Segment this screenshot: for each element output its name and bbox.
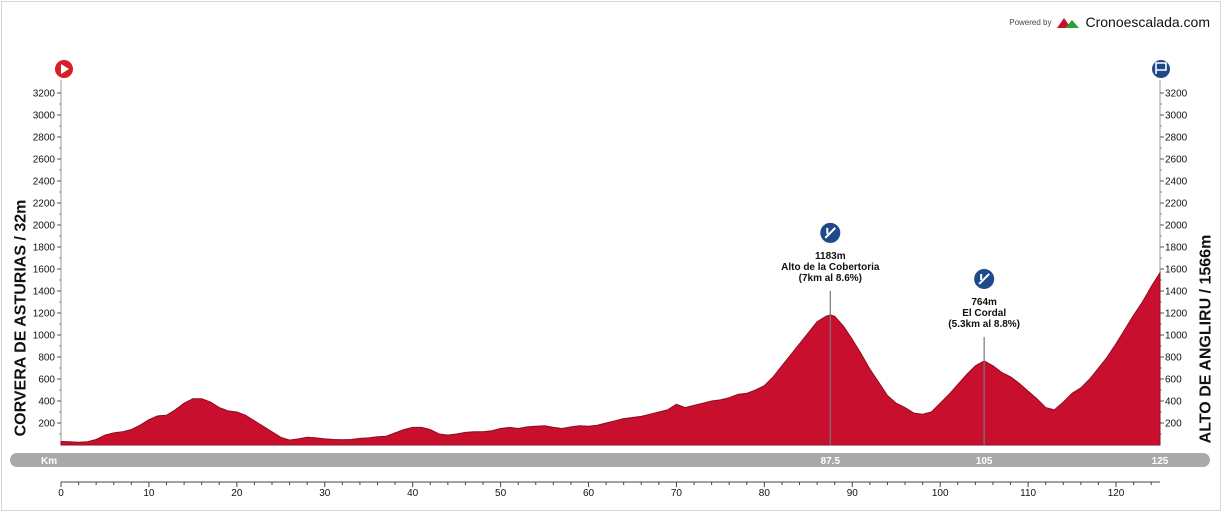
x-tick-label: 10 — [143, 488, 155, 499]
x-tick-label: 70 — [671, 488, 683, 499]
climb-elevation-label: 764m — [971, 297, 997, 308]
play-icon-glyph — [61, 64, 69, 74]
x-tick-label: 60 — [583, 488, 595, 499]
powered-by-text: Powered by — [1009, 17, 1052, 27]
climb-name-label: Alto de la Cobertoria — [781, 262, 880, 273]
x-tick-label: 100 — [932, 488, 949, 499]
y-tick-label-right: 200 — [1165, 419, 1182, 430]
brand-name: Cronoescalada.com — [1085, 14, 1210, 30]
finish-flag-icon-glyph — [1155, 62, 1167, 74]
cronoescalada-logo-icon — [1057, 18, 1080, 28]
x-tick-label: 80 — [759, 488, 771, 499]
y-tick-label-right: 2600 — [1165, 155, 1188, 166]
y-tick-label-right: 1600 — [1165, 265, 1188, 276]
x-tick-label: 120 — [1108, 488, 1125, 499]
km-bar-marker-label: 105 — [976, 456, 993, 467]
y-tick-label-right: 3000 — [1165, 111, 1188, 122]
y-tick-label-left: 3000 — [33, 111, 56, 122]
y-tick-label-right: 2800 — [1165, 133, 1188, 144]
climb-name-label: El Cordal — [962, 308, 1006, 319]
y-tick-label-left: 1800 — [33, 243, 56, 254]
km-bar — [10, 453, 1210, 467]
y-tick-label-right: 400 — [1165, 397, 1182, 408]
y-tick-label-left: 3200 — [33, 89, 56, 100]
climb-elevation-label: 1183m — [815, 251, 846, 262]
x-tick-label: 110 — [1020, 488, 1036, 499]
y-tick-label-left: 200 — [38, 419, 55, 430]
x-tick-label: 90 — [847, 488, 859, 499]
y-tick-label-left: 2400 — [33, 177, 56, 188]
y-tick-label-left: 2200 — [33, 199, 56, 210]
finish-flag-icon — [1150, 58, 1172, 80]
y-tick-label-right: 3200 — [1165, 89, 1188, 100]
km-bar-marker-label: 125 — [1152, 456, 1169, 467]
x-tick-label: 20 — [231, 488, 243, 499]
climb-detail-label: (5.3km al 8.8%) — [948, 319, 1020, 330]
y-tick-label-left: 1000 — [33, 331, 56, 342]
y-tick-label-left: 1400 — [33, 287, 56, 298]
y-tick-label-right: 800 — [1165, 353, 1182, 364]
x-tick-label: 30 — [319, 488, 331, 499]
y-tick-label-right: 1400 — [1165, 287, 1188, 298]
climb-icon-glyph — [824, 227, 837, 239]
y-tick-label-right: 2400 — [1165, 177, 1188, 188]
climb-detail-label: (7km al 8.6%) — [799, 273, 862, 284]
x-tick-label: 0 — [58, 488, 64, 499]
y-tick-label-left: 400 — [38, 397, 55, 408]
y-tick-label-left: 2800 — [33, 133, 56, 144]
y-tick-label-right: 2200 — [1165, 199, 1188, 210]
x-tick-label: 40 — [407, 488, 419, 499]
x-tick-label: 50 — [495, 488, 507, 499]
y-tick-label-right: 2000 — [1165, 221, 1188, 232]
elevation-profile-area — [60, 270, 1161, 446]
y-tick-label-left: 800 — [38, 353, 55, 364]
y-tick-label-right: 1800 — [1165, 243, 1188, 254]
y-tick-label-left: 2600 — [33, 155, 56, 166]
branding[interactable]: Powered by Cronoescalada.com — [1009, 14, 1210, 30]
km-bar-unit-label: Km — [41, 456, 57, 467]
y-tick-label-left: 2000 — [33, 221, 56, 232]
climb-icon-glyph — [978, 273, 990, 285]
y-tick-label-right: 600 — [1165, 375, 1182, 386]
y-tick-label-left: 600 — [38, 375, 55, 386]
km-bar-marker-label: 87.5 — [821, 456, 841, 467]
y-tick-label-right: 1200 — [1165, 309, 1188, 320]
y-tick-label-right: 1000 — [1165, 331, 1188, 342]
y-tick-label-left: 1600 — [33, 265, 56, 276]
y-tick-label-left: 1200 — [33, 309, 56, 320]
